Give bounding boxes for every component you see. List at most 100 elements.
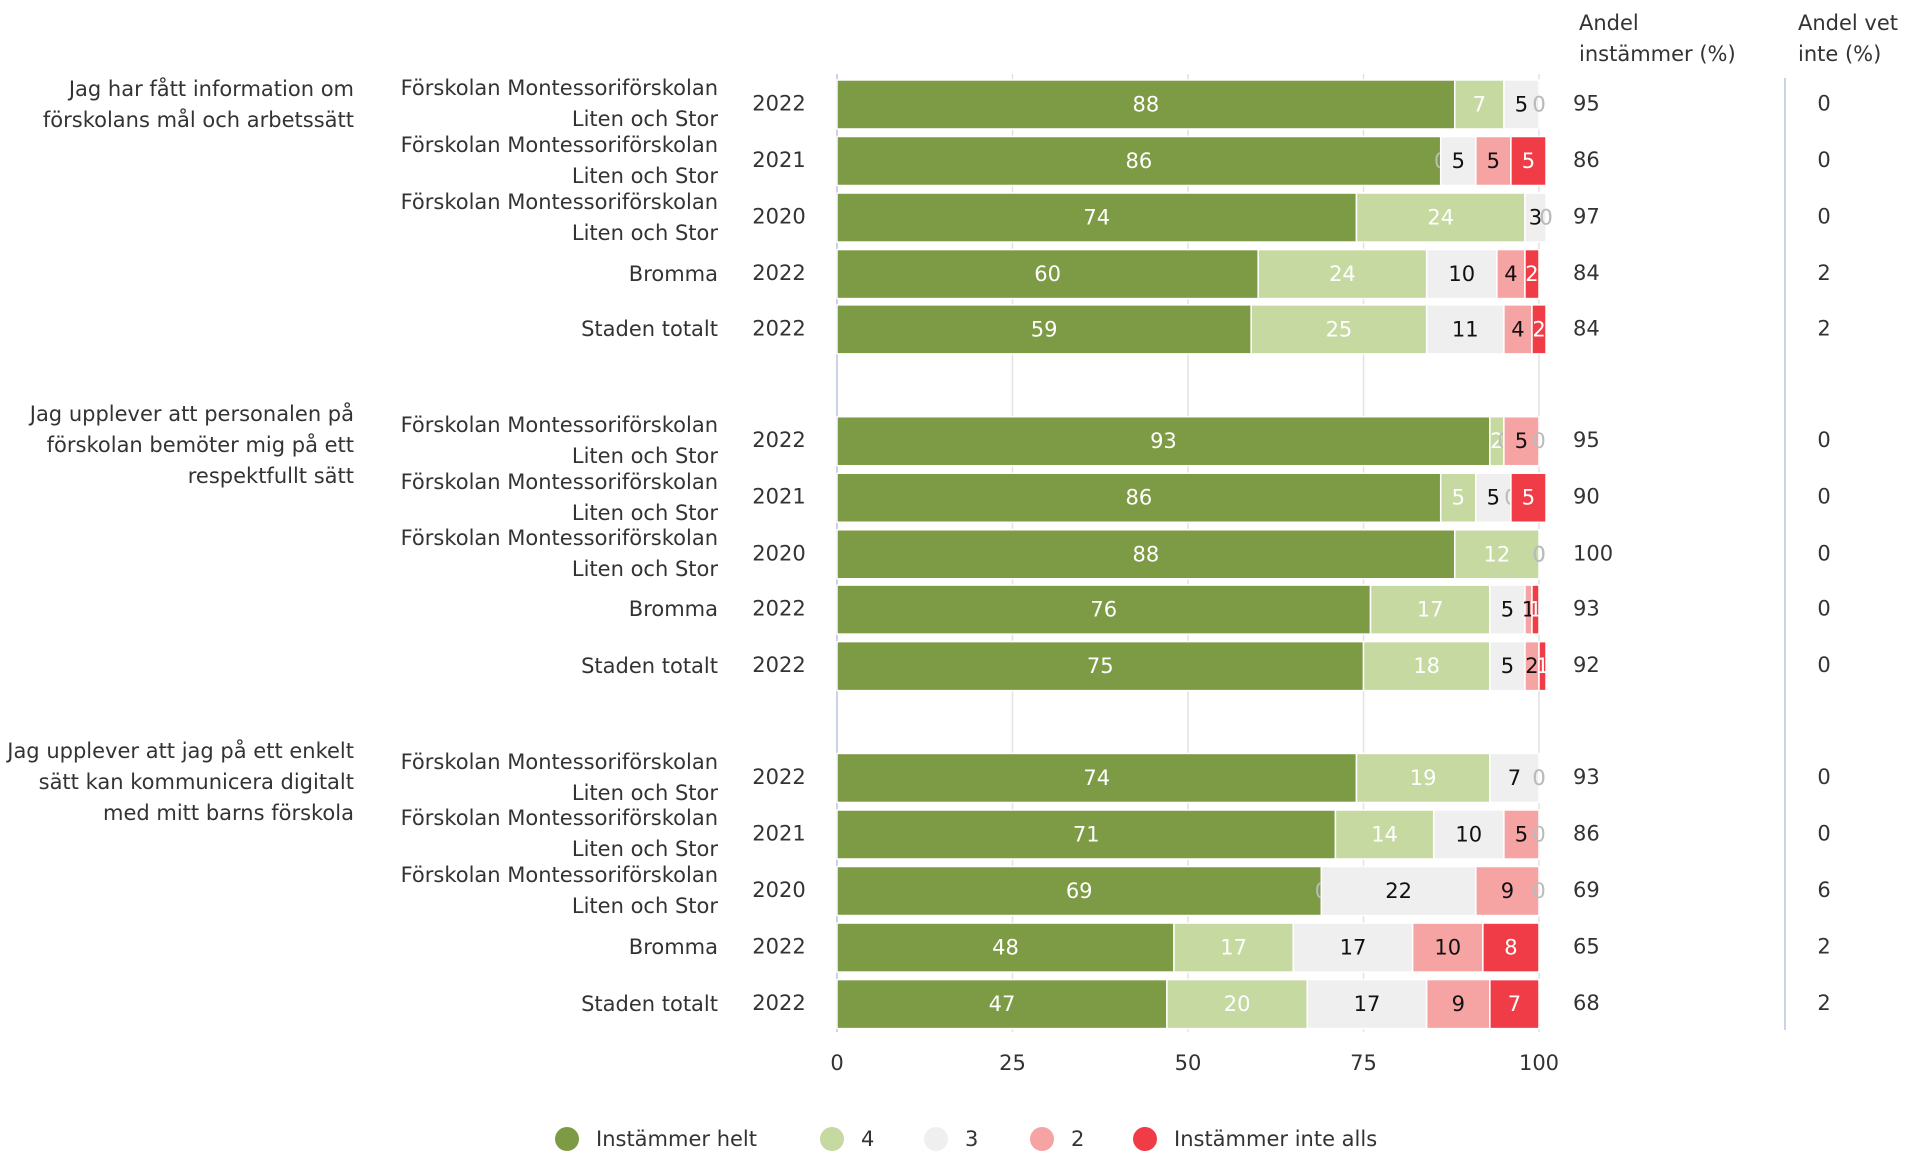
bar-segment — [1510, 472, 1547, 523]
data-label: 9 — [1501, 879, 1514, 903]
data-label: 5 — [1501, 654, 1514, 678]
data-label: 17 — [1340, 936, 1367, 960]
agree-value: 95 — [1573, 91, 1600, 115]
data-label: 0 — [1532, 766, 1545, 790]
dontknow-value: 0 — [1817, 148, 1830, 172]
year-label: 2022 — [752, 261, 805, 285]
data-label: 86 — [1125, 486, 1152, 510]
x-tick-label: 75 — [1350, 1051, 1377, 1075]
category-label: Förskolan Montessoriförskolan Liten och … — [400, 749, 718, 805]
legend-marker — [555, 1127, 579, 1151]
data-label: 47 — [989, 992, 1016, 1016]
bar-segment — [1454, 79, 1505, 130]
bar-segment — [1425, 304, 1505, 355]
category-label: Förskolan Montessoriförskolan Liten och … — [400, 76, 718, 132]
data-label: 12 — [1484, 542, 1511, 566]
bar-segment — [1531, 584, 1540, 635]
data-label: 11 — [1452, 317, 1479, 341]
data-label: 5 — [1515, 92, 1528, 116]
dontknow-value: 0 — [1817, 821, 1830, 845]
category-label: Förskolan Montessoriförskolan Liten och … — [400, 526, 718, 582]
data-label: 7 — [1473, 92, 1486, 116]
bar-segment — [1524, 248, 1540, 300]
legend-marker — [1030, 1127, 1054, 1151]
data-label: 0 — [1539, 206, 1552, 230]
agree-value: 93 — [1573, 765, 1600, 789]
year-label: 2022 — [752, 597, 805, 621]
data-label: 48 — [992, 936, 1019, 960]
category-label: Förskolan Montessoriförskolan Liten och … — [400, 189, 718, 245]
legend-label: Instämmer inte alls — [1174, 1127, 1377, 1151]
year-label: 2021 — [752, 148, 805, 172]
dontknow-value: 6 — [1817, 878, 1830, 902]
year-label: 2022 — [752, 316, 805, 340]
year-label: 2020 — [752, 878, 805, 902]
data-label: 93 — [1150, 429, 1177, 453]
data-label: 0 — [1532, 542, 1545, 566]
dontknow-value: 2 — [1817, 991, 1830, 1015]
bar-segment — [1454, 529, 1540, 580]
data-label: 60 — [1034, 262, 1061, 286]
data-label: 5 — [1501, 598, 1514, 622]
bar-segment — [1475, 865, 1540, 917]
bar-segment — [1411, 922, 1484, 973]
data-label: 2 — [1490, 429, 1503, 453]
category-label: Förskolan Montessoriförskolan Liten och … — [400, 863, 718, 919]
year-label: 2022 — [752, 765, 805, 789]
data-label: 22 — [1385, 879, 1412, 903]
year-label: 2022 — [752, 935, 805, 959]
column-header: Andel instämmer (%) — [1579, 11, 1736, 66]
agree-value: 86 — [1573, 148, 1600, 172]
bar-segment — [836, 472, 1442, 523]
x-tick-label: 0 — [830, 1051, 843, 1075]
dontknow-value: 0 — [1817, 653, 1830, 677]
bar-segment — [1369, 584, 1491, 635]
bar-segment — [1496, 248, 1526, 300]
category-label: Staden totalt — [581, 316, 718, 341]
column-header: Andel vet inte (%) — [1798, 11, 1899, 66]
bar-segment — [836, 809, 1337, 860]
agree-value: 86 — [1573, 821, 1600, 845]
legend-marker — [1133, 1127, 1157, 1151]
data-label: 5 — [1487, 486, 1500, 510]
data-label: 76 — [1090, 598, 1117, 622]
data-label: 1 — [1536, 654, 1549, 678]
data-label: 24 — [1329, 262, 1356, 286]
data-label: 5 — [1515, 822, 1528, 846]
data-label: 2 — [1525, 654, 1538, 678]
bar-segment — [1257, 248, 1428, 300]
data-label: 8 — [1504, 936, 1517, 960]
bar-segment — [1489, 640, 1526, 692]
data-label: 0 — [1532, 429, 1545, 453]
agree-value: 92 — [1573, 653, 1600, 677]
bar-segment — [1524, 192, 1547, 243]
data-label: 71 — [1073, 822, 1100, 846]
x-tick-label: 50 — [1175, 1051, 1202, 1075]
bar-segment — [1425, 248, 1498, 300]
dontknow-value: 0 — [1817, 765, 1830, 789]
dontknow-value: 0 — [1817, 91, 1830, 115]
agree-value: 90 — [1573, 485, 1600, 509]
question-label: Jag upplever att personalen på förskolan… — [29, 401, 354, 488]
data-label: 17 — [1354, 992, 1381, 1016]
dontknow-value: 0 — [1817, 485, 1830, 509]
agree-value: 68 — [1573, 991, 1600, 1015]
bar-segment — [1510, 135, 1547, 187]
legend-label: 4 — [861, 1127, 874, 1151]
dontknow-value: 2 — [1817, 316, 1830, 340]
data-label: 0 — [1532, 92, 1545, 116]
data-label: 74 — [1083, 766, 1110, 790]
bar-segment — [1362, 640, 1491, 692]
question-label: Jag upplever att jag på ett enkelt sätt … — [7, 738, 354, 825]
bar-segment — [1538, 640, 1547, 692]
data-label: 14 — [1371, 822, 1398, 846]
bar-segment — [836, 192, 1358, 243]
bar-segment — [1503, 79, 1540, 130]
legend-marker — [820, 1127, 844, 1151]
data-label: 17 — [1417, 598, 1444, 622]
legend-label: 2 — [1071, 1127, 1084, 1151]
data-label: 0 — [1532, 766, 1545, 790]
data-label: 10 — [1455, 822, 1482, 846]
bar-segment — [1475, 135, 1512, 187]
